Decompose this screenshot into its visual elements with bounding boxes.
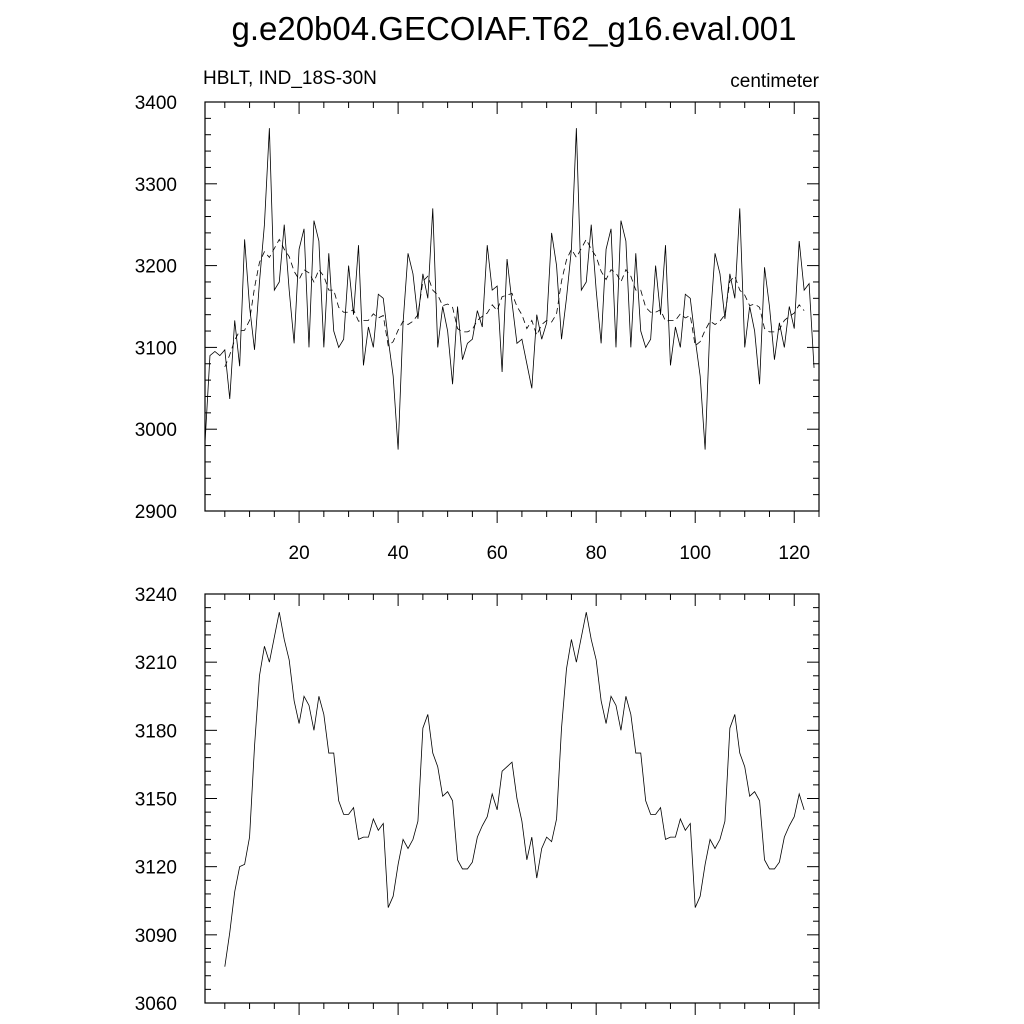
bottom-y-tick-label: 3090 (135, 926, 177, 947)
top-y-tick-label: 2900 (135, 502, 177, 523)
top-y-tick-label: 3100 (135, 338, 177, 359)
top-series-raw-line (204, 128, 815, 450)
figure-title: g.e20b04.GECOIAF.T62_g16.eval.001 (231, 10, 796, 47)
top-x-tick-label: 120 (778, 543, 810, 564)
top-x-tick-label: 40 (388, 543, 409, 564)
top-plot: HBLT, IND_18S-30N centimeter 2900 3000 310… (135, 68, 820, 564)
top-y-tick-label: 3000 (135, 420, 177, 441)
bottom-plot: 3060 3090 3120 3150 3180 3210 3240 (135, 585, 820, 1015)
top-y-tick-label: 3200 (135, 257, 177, 278)
bottom-y-tick-label: 3150 (135, 790, 177, 811)
top-plot-title: HBLT, IND_18S-30N (203, 68, 377, 89)
top-series-running-mean-line (224, 238, 805, 368)
top-y-tick-label: 3300 (135, 175, 177, 196)
bottom-series-raw-line (224, 612, 805, 967)
top-plot-frame (204, 101, 820, 512)
bottom-plot-frame (204, 593, 820, 1004)
top-x-tick-label: 60 (487, 543, 508, 564)
top-plot-units: centimeter (730, 71, 819, 92)
top-x-tick-label: 20 (289, 543, 310, 564)
top-y-tick-label: 3400 (135, 93, 177, 114)
top-x-tick-label: 100 (679, 543, 711, 564)
bottom-y-tick-label: 3180 (135, 721, 177, 742)
bottom-y-tick-label: 3060 (135, 994, 177, 1015)
bottom-y-tick-label: 3240 (135, 585, 177, 606)
bottom-y-tick-label: 3210 (135, 653, 177, 674)
bottom-y-tick-label: 3120 (135, 858, 177, 879)
top-x-tick-label: 80 (586, 543, 607, 564)
